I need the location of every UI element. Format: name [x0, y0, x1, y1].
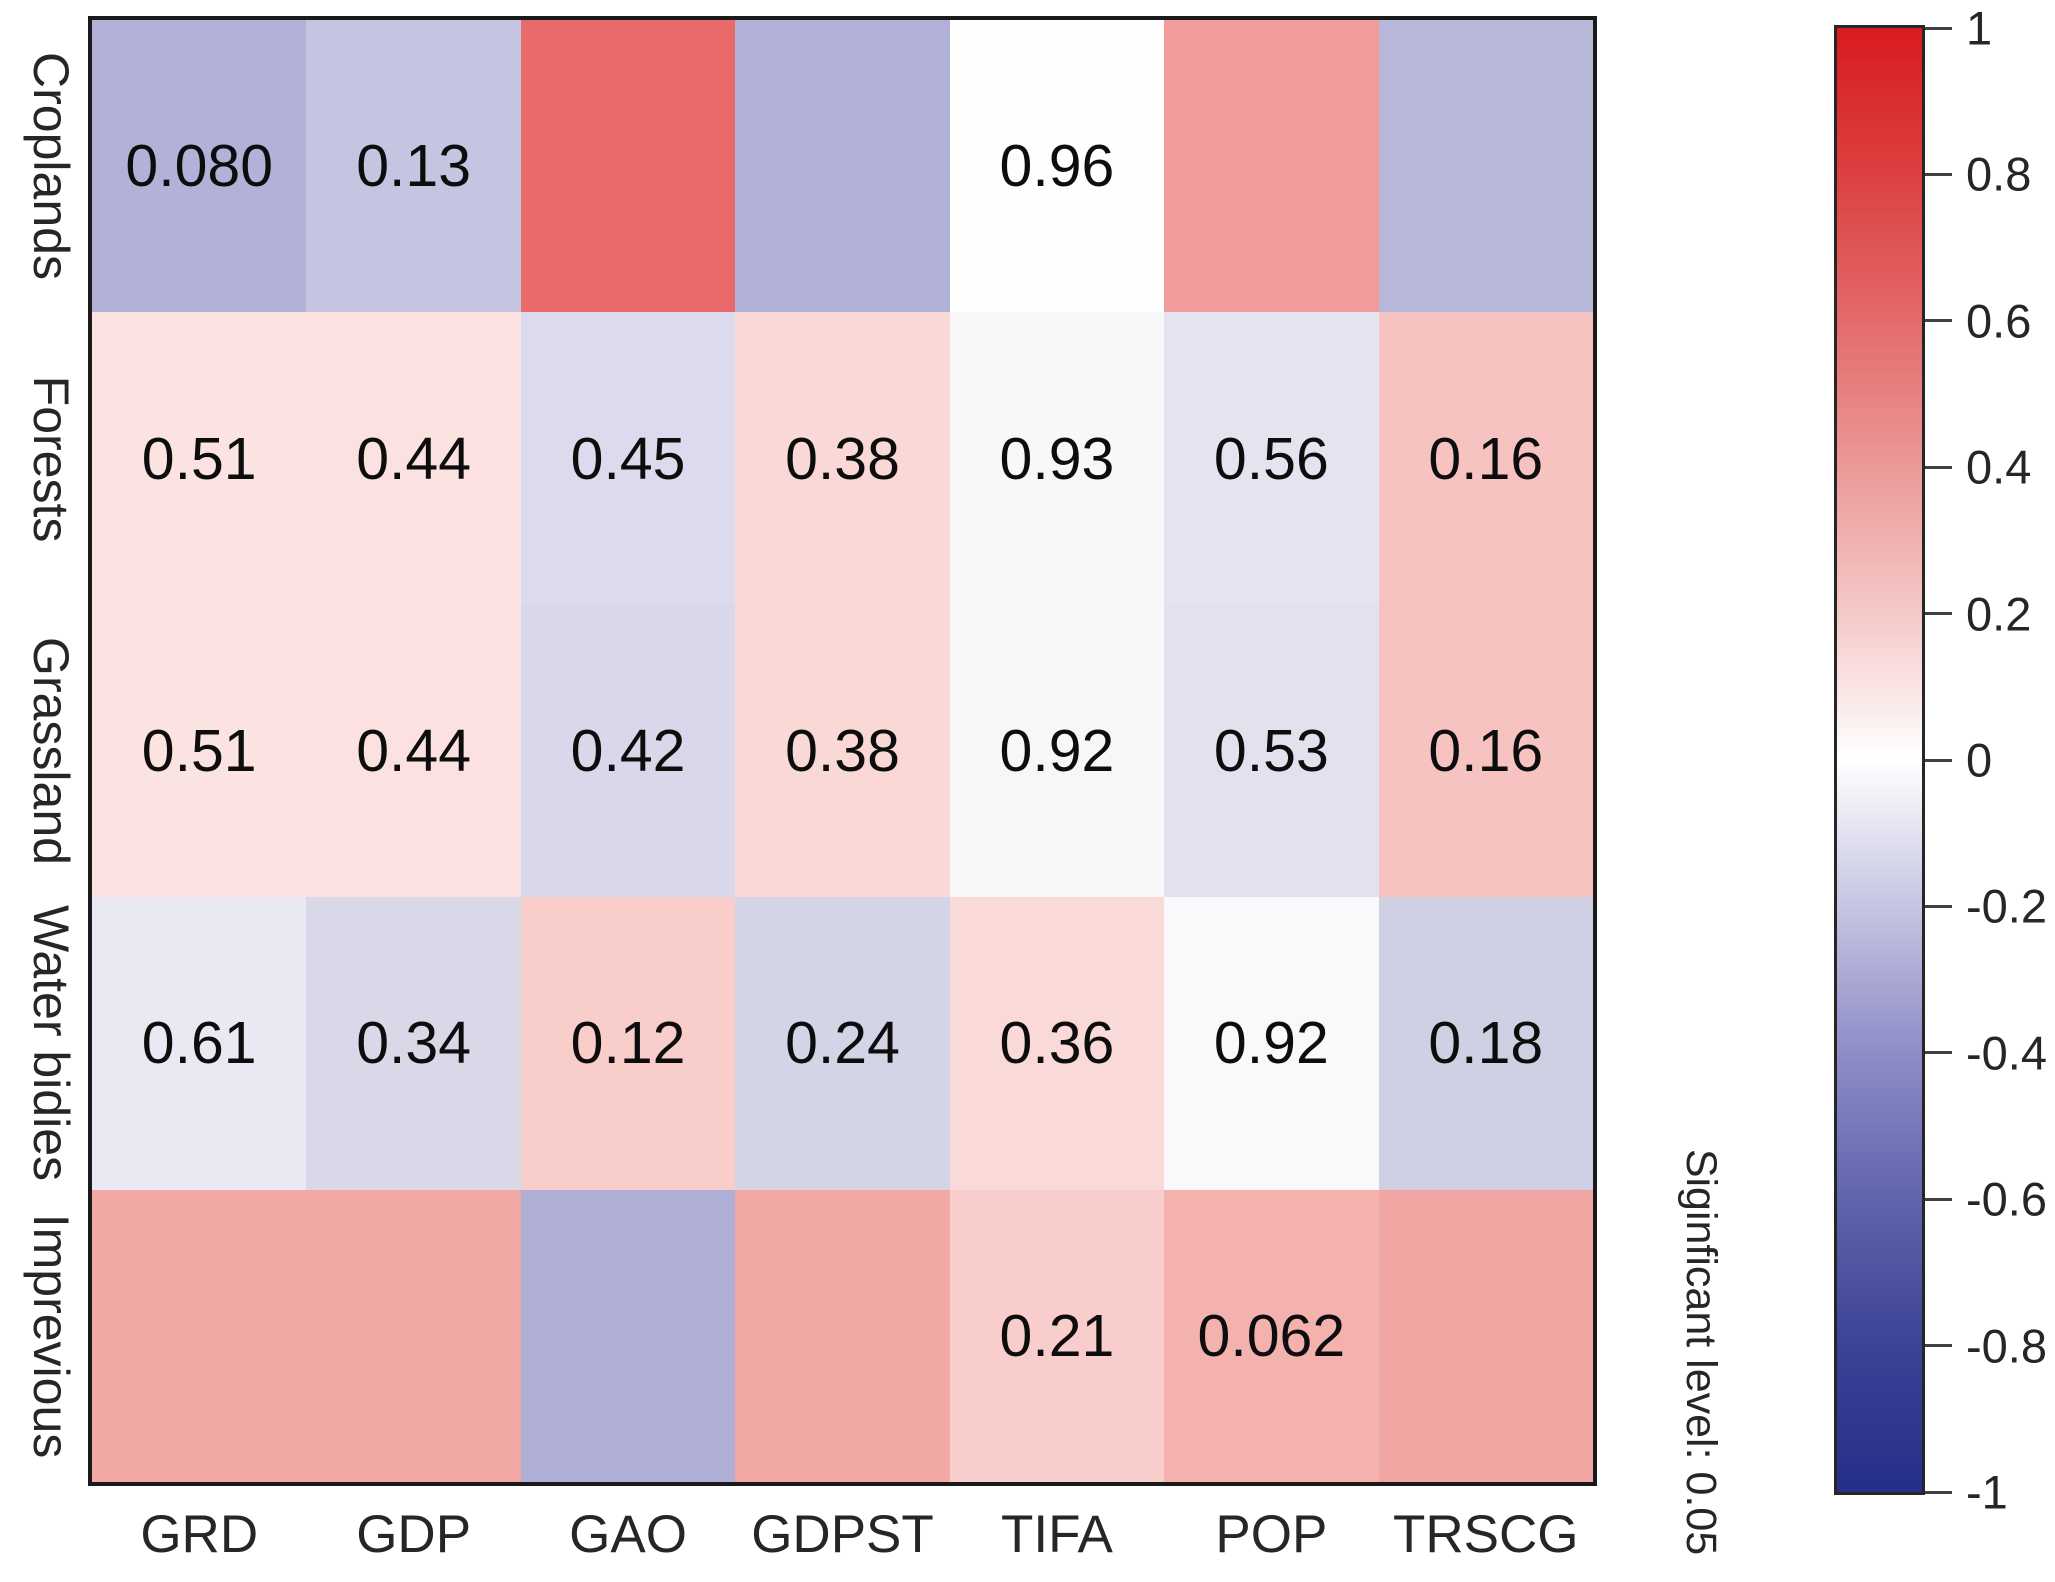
colorbar-tick-label: 0	[1966, 733, 1993, 787]
heatmap-cell	[1378, 20, 1593, 313]
colorbar-tick	[1925, 172, 1952, 176]
heatmap-cell: 0.42	[520, 604, 736, 898]
colorbar-tick	[1925, 904, 1952, 908]
heatmap-cell: 0.92	[949, 604, 1165, 898]
colorbar-tick-label: 0.8	[1966, 147, 2032, 201]
heatmap-cell	[735, 1189, 950, 1482]
y-axis-label: Croplands	[23, 52, 79, 281]
heatmap-grid: 0.080 0.13 0.96 0.51 0.44 0.45 0.38 0.93 0.56 0.1…	[88, 16, 1597, 1486]
heatmap-cell: 0.44	[306, 312, 521, 605]
colorbar	[1834, 25, 1925, 1495]
colorbar-tick	[1925, 1197, 1952, 1201]
heatmap-cell	[520, 20, 736, 313]
heatmap-cell: 0.51	[92, 604, 307, 898]
colorbar-tick-label: -0.6	[1966, 1172, 2047, 1226]
colorbar-tick-label: -0.2	[1966, 879, 2047, 933]
colorbar-tick	[1925, 26, 1952, 30]
heatmap-cell: 0.45	[520, 312, 736, 605]
heatmap-cell: 0.93	[949, 312, 1165, 605]
colorbar-tick-label: -0.8	[1966, 1319, 2047, 1373]
heatmap-cell: 0.44	[306, 604, 521, 898]
heatmap-cell: 0.51	[92, 312, 307, 605]
y-axis-label: Forests	[23, 375, 79, 542]
colorbar-tick	[1925, 612, 1952, 616]
heatmap-cell	[1164, 20, 1379, 313]
heatmap-cell: 0.36	[949, 897, 1165, 1190]
heatmap-cell: 0.16	[1378, 312, 1593, 605]
heatmap-cell: 0.34	[306, 897, 521, 1190]
heatmap-cell: 0.080	[92, 20, 307, 313]
colorbar-tick-label: -0.4	[1966, 1026, 2047, 1080]
heatmap-cell: 0.56	[1164, 312, 1379, 605]
heatmap-cell: 0.92	[1164, 897, 1379, 1190]
heatmap-cell: 0.53	[1164, 604, 1379, 898]
colorbar-tick	[1925, 465, 1952, 469]
colorbar-tick-label: 1	[1966, 1, 1993, 55]
colorbar-tick	[1925, 758, 1952, 762]
x-axis-label: TRSCG	[1393, 1505, 1579, 1564]
y-axis-label: Grassland	[23, 637, 79, 865]
heatmap-cell	[1378, 1189, 1593, 1482]
x-axis-label: GDP	[356, 1505, 472, 1564]
heatmap-cell: 0.61	[92, 897, 307, 1190]
colorbar-tick-label: -1	[1966, 1465, 2008, 1519]
colorbar-tick	[1925, 1344, 1952, 1348]
heatmap-cell: 0.062	[1164, 1189, 1379, 1482]
colorbar-tick	[1925, 1051, 1952, 1055]
colorbar-tick-label: 0.4	[1966, 440, 2032, 494]
heatmap-cell	[92, 1189, 307, 1482]
colorbar-tick	[1925, 1490, 1952, 1494]
heatmap-cell	[306, 1189, 521, 1482]
heatmap-cell: 0.13	[306, 20, 521, 313]
x-axis-label: GRD	[140, 1505, 259, 1564]
y-axis-label: Imprevious	[23, 1213, 79, 1459]
heatmap-cell: 0.16	[1378, 604, 1593, 898]
heatmap-cell: 0.18	[1378, 897, 1593, 1190]
x-axis-label: POP	[1215, 1505, 1328, 1564]
x-axis-label: GAO	[569, 1505, 687, 1564]
heatmap-cell: 0.24	[735, 897, 950, 1190]
significance-level-note: Siginficant level: 0.05	[1677, 1148, 1725, 1556]
colorbar-tick-label: 0.6	[1966, 294, 2032, 348]
heatmap-cell: 0.38	[735, 312, 950, 605]
heatmap-cell: 0.21	[949, 1189, 1165, 1482]
x-axis-label: TIFA	[1000, 1505, 1113, 1564]
colorbar-tick	[1925, 319, 1952, 323]
heatmap-cell	[520, 1189, 736, 1482]
heatmap-cell: 0.12	[520, 897, 736, 1190]
heatmap-cell	[735, 20, 950, 313]
heatmap-cell: 0.96	[949, 20, 1165, 313]
x-axis-label: GDPST	[751, 1505, 934, 1564]
heatmap-cell: 0.38	[735, 604, 950, 898]
colorbar-tick-label: 0.2	[1966, 587, 2032, 641]
y-axis-label: Water bidies	[23, 905, 79, 1182]
